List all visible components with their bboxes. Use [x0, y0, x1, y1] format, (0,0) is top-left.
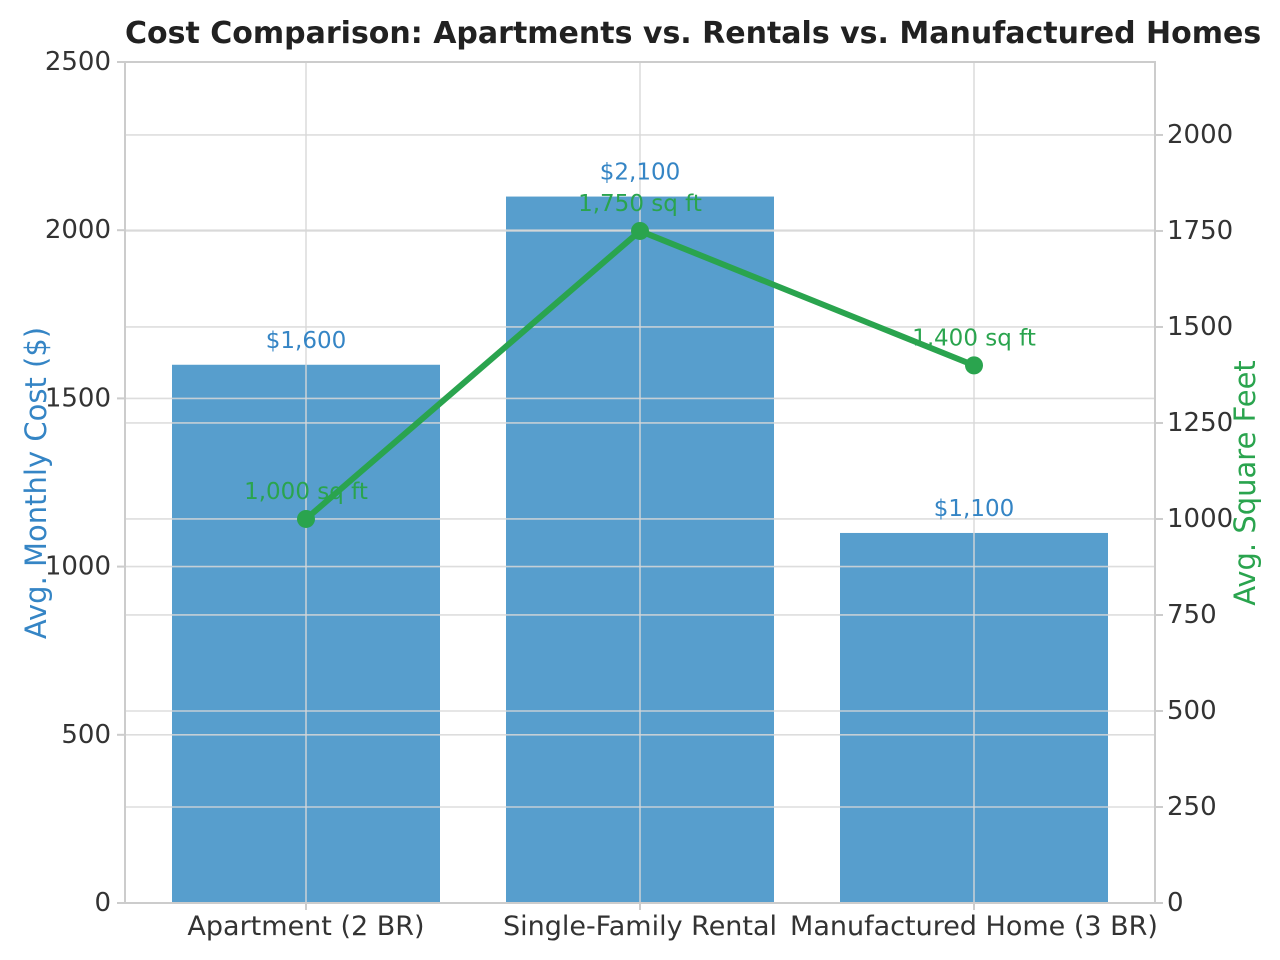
- chart-title: Cost Comparison: Apartments vs. Rentals …: [125, 16, 1262, 51]
- right-tick-label-1750: 1750: [1167, 216, 1233, 246]
- left-tick-label-2500: 2500: [45, 47, 111, 77]
- right-tick-label-2000: 2000: [1167, 120, 1233, 150]
- left-tick-label-0: 0: [94, 888, 111, 918]
- left-tick-label-2000: 2000: [45, 215, 111, 245]
- left-tick-label-1500: 1500: [45, 383, 111, 413]
- left-axis-title: Avg. Monthly Cost ($): [19, 326, 53, 640]
- line-value-label-1: 1,750 sq ft: [578, 191, 702, 217]
- line-value-label-0: 1,000 sq ft: [244, 479, 368, 505]
- bar-value-label-2: $1,100: [934, 496, 1014, 522]
- x-tick-label-0: Apartment (2 BR): [187, 911, 424, 942]
- line-value-label-2: 1,400 sq ft: [912, 325, 1036, 351]
- right-tick-label-1500: 1500: [1167, 312, 1233, 342]
- right-tick-label-1000: 1000: [1167, 504, 1233, 534]
- right-tick-label-1250: 1250: [1167, 408, 1233, 438]
- right-tick-label-750: 750: [1167, 600, 1217, 630]
- right-tick-label-500: 500: [1167, 696, 1217, 726]
- bar-value-label-1: $2,100: [600, 160, 680, 186]
- line-marker-0: [297, 509, 315, 528]
- left-tick-label-1000: 1000: [45, 552, 111, 582]
- plot-border: [124, 61, 1156, 904]
- right-tick-label-250: 250: [1167, 792, 1217, 822]
- x-tick-label-2: Manufactured Home (3 BR): [790, 911, 1158, 942]
- right-tick-label-0: 0: [1167, 888, 1184, 918]
- line-marker-2: [965, 356, 983, 375]
- bar-value-label-0: $1,600: [266, 328, 346, 354]
- x-tick-label-1: Single-Family Rental: [503, 911, 777, 942]
- right-axis-title: Avg. Square Feet: [1228, 360, 1262, 606]
- left-tick-label-500: 500: [61, 720, 111, 750]
- line-marker-1: [631, 221, 649, 240]
